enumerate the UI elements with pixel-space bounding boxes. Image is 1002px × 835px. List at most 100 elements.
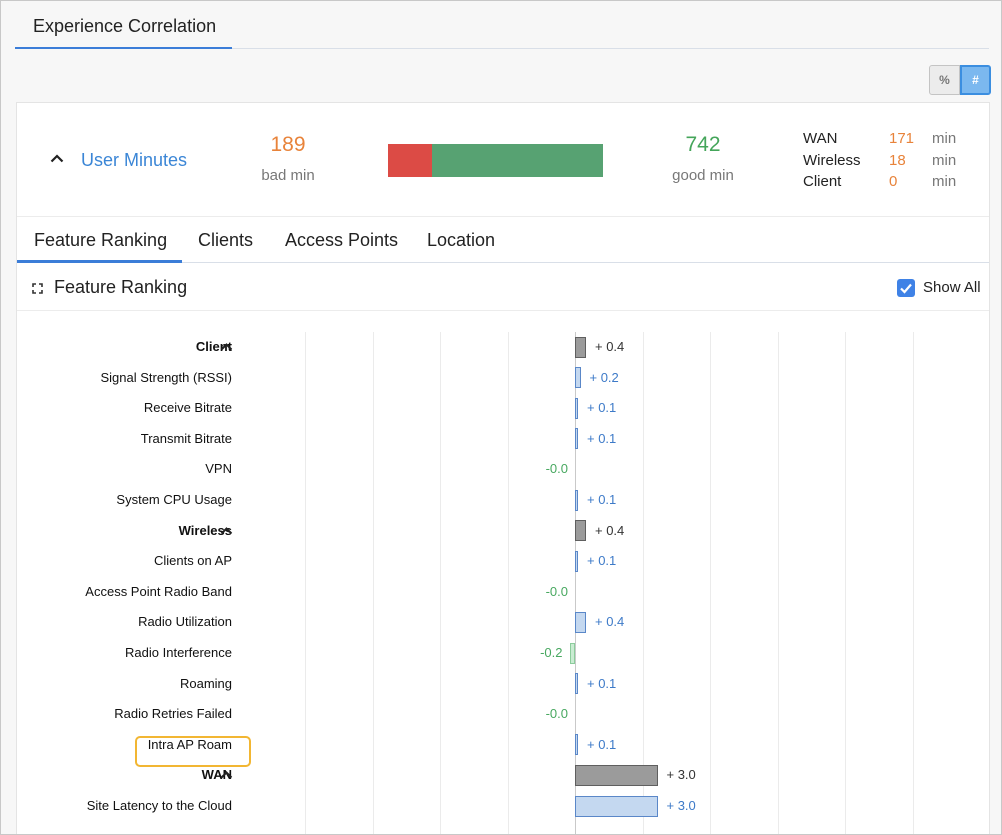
row-label-site-latency-to-the-cloud: Site Latency to the Cloud xyxy=(86,798,232,813)
gridline xyxy=(373,332,374,834)
breakdown-row-wireless: Wireless 18 min xyxy=(803,152,983,174)
group-collapse-caret-icon[interactable] xyxy=(220,526,233,535)
gridline xyxy=(305,332,306,834)
row-label-wan[interactable]: WAN xyxy=(201,767,232,783)
bar-intra-ap-roam xyxy=(575,734,578,756)
bar-wireless xyxy=(575,520,586,542)
row-label-radio-utilization: Radio Utilization xyxy=(138,614,232,630)
breakdown-name: WAN xyxy=(803,130,838,147)
row-label-receive-bitrate: Receive Bitrate xyxy=(143,400,232,416)
breakdown-name: Wireless xyxy=(803,151,861,169)
row-label-intra-ap-roam: Intra AP Roam xyxy=(147,736,232,752)
breakdown-row-client: Client 0 min xyxy=(803,173,983,195)
gridline xyxy=(778,332,779,834)
row-label-client[interactable]: Client xyxy=(195,339,232,354)
show-all-checkbox[interactable] xyxy=(897,279,915,297)
feature-ranking-title: Feature Ranking xyxy=(54,277,188,297)
value-label-intra-ap-roam: + 0.1 xyxy=(587,736,617,752)
highlight-callout xyxy=(135,736,251,767)
value-label-receive-bitrate: + 0.1 xyxy=(587,400,617,416)
good-minutes-value: 742 xyxy=(685,133,721,156)
user-minutes-card: User Minutes 189 bad min 742 good min WA… xyxy=(16,102,990,834)
value-label-radio-retries-failed: -0.0 xyxy=(545,706,568,722)
value-label-roaming: + 0.1 xyxy=(587,675,617,691)
value-label-radio-utilization: + 0.4 xyxy=(595,614,625,630)
gridline xyxy=(913,332,914,834)
sub-tab-bar: Feature Ranking Clients Access Points Lo… xyxy=(17,218,989,263)
good-minutes-label: good min xyxy=(672,167,734,184)
row-label-transmit-bitrate: Transmit Bitrate xyxy=(140,430,232,446)
row-label-wireless[interactable]: Wireless xyxy=(178,522,232,538)
bad-minutes-value: 189 xyxy=(270,133,306,156)
row-label-radio-retries-failed: Radio Retries Failed xyxy=(114,706,232,722)
show-all-label[interactable]: Show All xyxy=(923,279,981,296)
feature-ranking-header: Feature Ranking Show All xyxy=(17,263,989,311)
breakdown-value: 18 xyxy=(889,151,906,169)
value-label-access-point-radio-band: -0.0 xyxy=(545,583,568,599)
bar-roaming xyxy=(575,673,578,695)
gridline xyxy=(845,332,846,834)
value-label-clients-on-ap: + 0.1 xyxy=(587,553,617,569)
row-label-signal-strength-rssi: Signal Strength (RSSI) xyxy=(100,369,232,385)
count-toggle-button[interactable]: # xyxy=(960,65,991,95)
gridline xyxy=(508,332,509,834)
bar-receive-bitrate xyxy=(575,397,578,419)
row-label-system-cpu-usage: System CPU Usage xyxy=(116,492,232,507)
good-bad-ratio-bar xyxy=(388,144,603,177)
value-label-wireless: + 0.4 xyxy=(595,522,625,538)
bar-wan xyxy=(575,764,658,786)
breakdown-unit: min xyxy=(932,130,957,147)
row-label-roaming: Roaming xyxy=(179,675,232,691)
breakdown-unit: min xyxy=(932,173,957,190)
gridline xyxy=(440,332,441,834)
collapse-caret-icon[interactable] xyxy=(50,153,64,163)
tab-location[interactable]: Location xyxy=(427,230,496,250)
row-label-clients-on-ap: Clients on AP xyxy=(153,553,232,569)
value-label-client: + 0.4 xyxy=(595,339,625,354)
value-label-site-latency-to-the-cloud: + 3.0 xyxy=(666,798,696,813)
breakdown-unit: min xyxy=(932,151,957,169)
feature-ranking-chart: Client + 0.4 Signal Strength (RSSI) + 0.2 Re… xyxy=(17,312,989,834)
tab-feature-ranking[interactable]: Feature Ranking xyxy=(17,218,182,263)
row-label-radio-interference: Radio Interference xyxy=(125,645,232,660)
display-mode-toggle: % # xyxy=(929,65,991,95)
zero-axis-line xyxy=(575,332,576,834)
percent-toggle-button[interactable]: % xyxy=(929,65,960,95)
breakdown-value: 171 xyxy=(889,130,915,147)
user-minutes-title[interactable]: User Minutes xyxy=(81,150,188,170)
value-label-signal-strength-rssi: + 0.2 xyxy=(589,369,619,385)
value-label-system-cpu-usage: + 0.1 xyxy=(587,492,617,507)
bad-minutes-breakdown: WAN 171 min Wireless 18 min Client 0 min xyxy=(803,130,983,195)
group-collapse-caret-icon[interactable] xyxy=(220,770,233,779)
expand-icon[interactable] xyxy=(32,281,43,299)
user-minutes-summary: User Minutes 189 bad min 742 good min WA… xyxy=(17,103,989,217)
tab-clients[interactable]: Clients xyxy=(198,230,254,250)
top-tab-bar: Experience Correlation xyxy=(15,1,989,49)
bar-site-latency-to-the-cloud xyxy=(575,795,658,817)
breakdown-value: 0 xyxy=(889,173,898,190)
bad-minutes-label: bad min xyxy=(261,167,315,184)
value-label-radio-interference: -0.2 xyxy=(540,645,563,660)
breakdown-name: Client xyxy=(803,173,842,190)
group-collapse-caret-icon[interactable] xyxy=(220,342,233,351)
value-label-wan: + 3.0 xyxy=(666,767,696,783)
bar-system-cpu-usage xyxy=(575,489,578,511)
bar-radio-interference xyxy=(569,642,575,664)
row-label-access-point-radio-band: Access Point Radio Band xyxy=(85,583,232,599)
bar-radio-utilization xyxy=(575,611,586,633)
bar-signal-strength-rssi xyxy=(575,367,581,389)
bar-transmit-bitrate xyxy=(575,428,578,450)
gridline xyxy=(710,332,711,834)
gridline xyxy=(643,332,644,834)
bar-client xyxy=(575,336,586,358)
row-label-vpn: VPN xyxy=(205,461,232,477)
ratio-bar-bad-segment xyxy=(388,144,432,177)
tab-access-points[interactable]: Access Points xyxy=(285,230,399,250)
tab-experience-correlation[interactable]: Experience Correlation xyxy=(15,1,232,49)
ratio-bar-good-segment xyxy=(431,144,603,177)
value-label-transmit-bitrate: + 0.1 xyxy=(587,430,617,446)
bar-clients-on-ap xyxy=(575,550,578,572)
breakdown-row-wan: WAN 171 min xyxy=(803,130,983,152)
value-label-vpn: -0.0 xyxy=(545,461,568,477)
